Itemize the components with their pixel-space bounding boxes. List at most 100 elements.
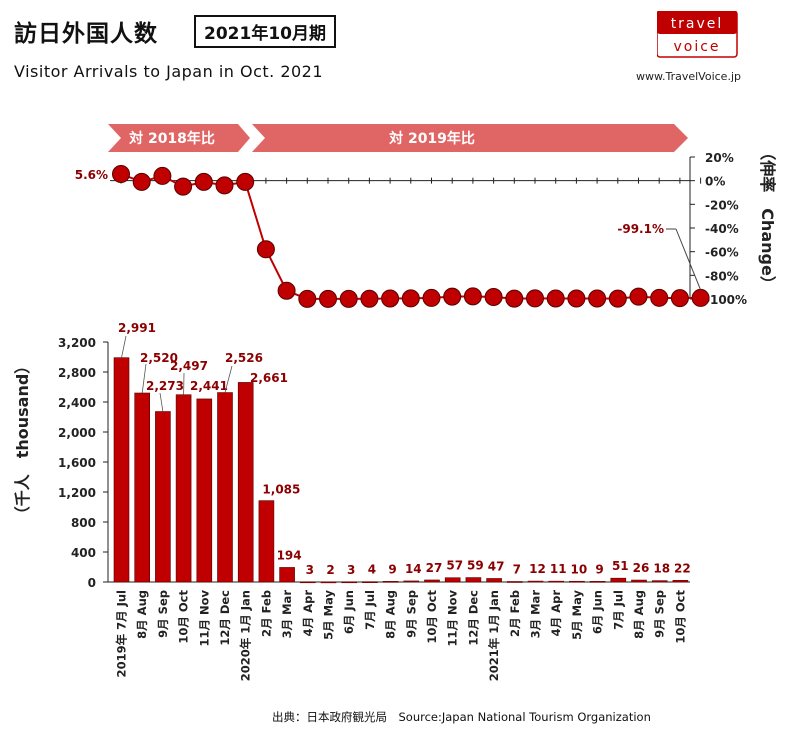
bar-x-tick-label: 10月 Oct: [177, 590, 191, 644]
arrival-bar: [155, 411, 171, 583]
bar-data-label: 3: [347, 563, 355, 577]
line-y-tick-label: -40%: [705, 222, 739, 236]
bar-x-tick-label: 12月 Dec: [466, 590, 480, 646]
bar-x-tick-label: 4月 Apr: [549, 590, 563, 637]
change-point: [381, 289, 400, 308]
change-point: [608, 289, 627, 308]
change-point: [360, 289, 379, 308]
change-point: [153, 166, 172, 185]
period-badge: 2021年10月期: [194, 15, 336, 48]
bar-label-leader: [224, 365, 233, 393]
line-y-tick-label: -100%: [705, 293, 747, 307]
bar-x-tick-label: 4月 Apr: [301, 590, 315, 637]
change-point: [112, 165, 130, 184]
banner-2019: [252, 124, 688, 152]
logo-text-voice: voice: [673, 39, 720, 55]
bar-data-label: 7: [513, 562, 521, 576]
change-series-line: [120, 173, 701, 300]
bar-x-tick-label: 3月 Mar: [280, 590, 294, 639]
source-note: 出典：日本政府観光局 Source:Japan National Tourism…: [272, 710, 651, 724]
bar-data-label: 2: [326, 563, 334, 577]
bar-x-tick-label: 11月 Nov: [197, 589, 211, 646]
arrival-bar: [610, 577, 627, 583]
bar-data-label: 27: [426, 561, 443, 575]
bar-data-label: 2,441: [190, 379, 228, 393]
bar-x-tick-label: 2月 Feb: [259, 590, 273, 637]
bar-data-label: 2,520: [140, 351, 178, 365]
change-point: [194, 172, 213, 191]
arrival-bar: [175, 394, 192, 583]
change-point: [443, 287, 462, 306]
bar-y-tick-label: 0: [88, 576, 96, 590]
logo-text-travel: travel: [671, 16, 724, 32]
arrival-bar: [631, 579, 647, 583]
arrival-bar: [113, 357, 130, 583]
bar-y-tick-label: 800: [71, 516, 96, 530]
bar-x-tick-label: 9月 Sep: [404, 590, 418, 638]
arrival-bar: [506, 581, 523, 583]
arrival-bar: [362, 581, 378, 584]
annotation-last: -99.1%: [617, 222, 664, 236]
change-point: [132, 172, 151, 191]
annotation-leader: [675, 228, 702, 291]
arrival-bar: [279, 567, 295, 583]
bar-data-label: 59: [467, 559, 484, 573]
bar-y-tick-label: 400: [71, 546, 96, 560]
arrival-bar: [196, 398, 213, 583]
bar-data-label: 22: [674, 561, 691, 575]
bar-x-tick-label: 9月 Sep: [156, 590, 170, 638]
bar-x-tick-label: 8月 Aug: [384, 590, 398, 639]
bar-x-tick-label: 2020年 1月 Jan: [239, 590, 253, 681]
change-point: [174, 177, 193, 196]
bar-x-tick-label: 2月 Feb: [508, 590, 522, 637]
page-subtitle: Visitor Arrivals to Japan in Oct. 2021: [14, 62, 324, 81]
bar-data-label: 51: [612, 559, 629, 573]
line-y-tick-label: -20%: [705, 198, 739, 212]
bar-y-label: （千人 thousand）: [13, 358, 32, 523]
change-point: [691, 288, 710, 307]
change-point: [484, 287, 503, 306]
arrival-bar: [217, 392, 233, 583]
bar-x-tick-label: 5月 May: [322, 590, 336, 640]
bar-x-tick-label: 11月 Nov: [446, 589, 460, 646]
bar-x-tick-label: 10月 Oct: [425, 590, 439, 644]
change-point: [505, 289, 524, 308]
bar-y-tick-label: 2,400: [58, 396, 96, 410]
arrival-bar: [424, 579, 440, 583]
bar-data-label: 2,526: [225, 351, 263, 365]
line-y-tick-label: 20%: [705, 151, 734, 165]
bar-data-label: 2,273: [146, 379, 184, 393]
line-y-label: （伸率 Change）: [758, 144, 777, 292]
bar-label-leader: [141, 363, 147, 394]
arrival-bar: [299, 581, 316, 584]
bar-data-label: 9: [595, 562, 603, 576]
banner-2018-label: 対 2018年比: [128, 130, 215, 147]
bar-x-tick-label: 9月 Sep: [653, 590, 667, 638]
bar-y-tick-label: 2,800: [58, 366, 96, 380]
bar-x-tick-label: 8月 Aug: [632, 590, 646, 639]
change-point: [650, 288, 669, 307]
bar-x-tick-label: 6月 Jun: [591, 590, 605, 634]
line-y-tick-label: 0%: [705, 175, 725, 189]
site-url: www.TravelVoice.jp: [636, 70, 741, 83]
bar-label-leader: [159, 392, 164, 412]
bar-data-label: 57: [446, 559, 463, 573]
bar-x-tick-label: 3月 Mar: [529, 590, 543, 639]
change-point: [256, 240, 275, 259]
change-point: [319, 289, 337, 308]
arrival-bar: [444, 577, 461, 583]
arrival-bar: [672, 580, 689, 583]
bar-data-label: 14: [405, 562, 422, 576]
arrival-bar: [237, 382, 254, 583]
arrival-bar: [465, 577, 482, 583]
arrival-bar: [527, 580, 544, 583]
banner-2019-label: 対 2019年比: [388, 130, 475, 147]
arrival-bar: [548, 580, 565, 583]
bar-data-label: 1,085: [262, 483, 300, 497]
arrival-bar: [258, 500, 275, 583]
arrival-bar: [341, 581, 358, 584]
arrival-bar: [134, 392, 150, 583]
bar-data-label: 9: [388, 562, 396, 576]
bar-data-label: 26: [633, 561, 650, 575]
change-point: [670, 289, 689, 308]
